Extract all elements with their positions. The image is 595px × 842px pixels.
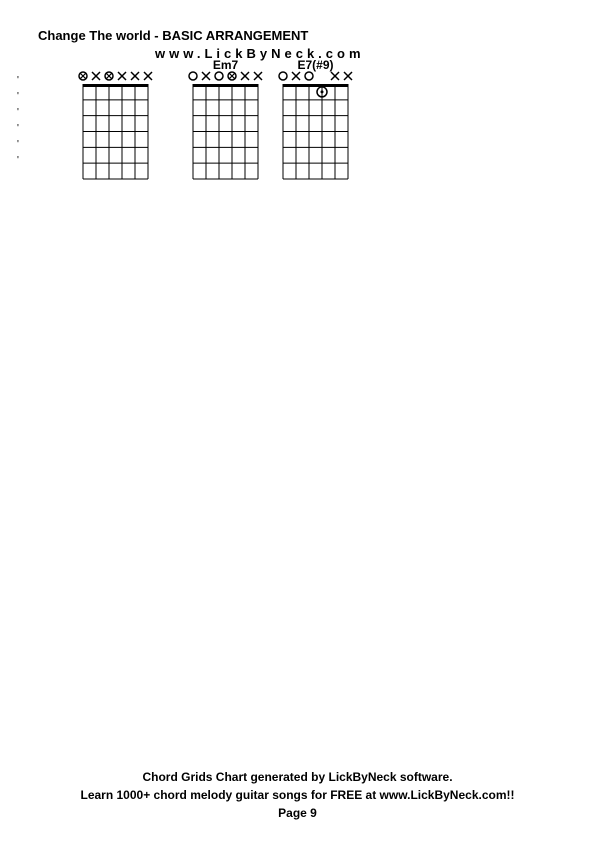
fret-tick: ' [17, 91, 19, 102]
string-marker [343, 71, 353, 84]
string-marker [240, 71, 250, 84]
fret-tick: ' [17, 75, 19, 86]
string-marker [304, 71, 314, 84]
string-marker [201, 71, 211, 84]
chord-label: E7(#9) [283, 58, 348, 72]
string-marker [143, 71, 153, 84]
footer-line-3: Page 9 [0, 806, 595, 820]
fret-tick: ' [17, 155, 19, 166]
string-marker [91, 71, 101, 84]
chord-label: Em7 [193, 58, 258, 72]
string-marker [130, 71, 140, 84]
string-marker [278, 71, 288, 84]
string-marker [104, 71, 114, 84]
chord-grid [83, 84, 168, 214]
fret-tick: ' [17, 107, 19, 118]
string-marker [117, 71, 127, 84]
string-marker [188, 71, 198, 84]
footer-line-2: Learn 1000+ chord melody guitar songs fo… [0, 788, 595, 802]
string-marker [214, 71, 224, 84]
string-marker [330, 71, 340, 84]
string-marker [227, 71, 237, 84]
string-marker [253, 71, 263, 84]
fret-tick: ' [17, 139, 19, 150]
chord-grid [193, 84, 278, 214]
fret-tick: ' [17, 123, 19, 134]
footer-line-1: Chord Grids Chart generated by LickByNec… [0, 770, 595, 784]
chord-grid [283, 84, 368, 214]
page-title: Change The world - BASIC ARRANGEMENT [38, 28, 308, 43]
string-marker [291, 71, 301, 84]
string-marker [78, 71, 88, 84]
